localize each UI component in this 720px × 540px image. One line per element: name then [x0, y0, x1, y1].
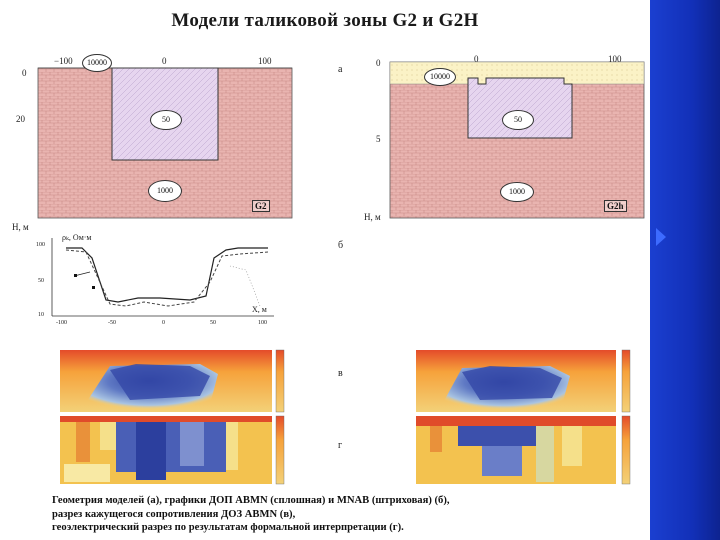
- geoelectric-section-left: [60, 415, 285, 485]
- graph-xtick-5: 100: [258, 320, 267, 326]
- caption-line-1: Геометрия моделей (а), графики ДОП ABMN …: [52, 495, 450, 506]
- graph-xtick-4: 50: [210, 320, 216, 326]
- g2h-resistivity-top: 10000: [424, 68, 456, 86]
- g2h-resistivity-talik: 50: [502, 110, 534, 130]
- panel-letter-b: б: [338, 240, 344, 251]
- g2-depth-tick-2: 20: [16, 114, 25, 124]
- g2h-depth-tick-2: 5: [376, 134, 381, 144]
- g2-resistivity-top: 10000: [82, 54, 112, 72]
- next-arrow-icon: [656, 228, 666, 246]
- graph-xtick-2: -50: [108, 320, 116, 326]
- graph-ytick-3: 10: [38, 312, 44, 318]
- figure-caption: Геометрия моделей (а), графики ДОП ABMN …: [52, 494, 642, 535]
- graph-xtick-3: 0: [162, 320, 165, 326]
- slide-decoration-sidebar: [650, 0, 720, 540]
- g2h-top-tick-1: 0: [474, 54, 479, 64]
- slide: Модели таликовой зоны G2 и G2H −100 0 10…: [12, 10, 645, 535]
- graph-xlabel: X, м: [252, 305, 267, 314]
- graph-ytick-2: 50: [38, 278, 44, 284]
- geoelectric-section-right: [416, 415, 631, 485]
- g2h-axis-label: H, м: [364, 212, 381, 222]
- dop-graph: [51, 238, 274, 317]
- caption-line-2: разрез кажущегося сопротивления ДОЗ ABMN…: [52, 508, 296, 520]
- graph-xtick-1: -100: [56, 320, 67, 326]
- panel-letter-a: а: [338, 64, 343, 75]
- panel-letter-g: г: [338, 440, 343, 451]
- g2h-depth-tick-1: 0: [376, 58, 381, 68]
- g2-top-tick-3: 100: [258, 56, 272, 66]
- g2-resistivity-talik: 50: [150, 110, 182, 130]
- apparent-resistivity-section-right: [416, 349, 631, 413]
- g2h-top-tick-2: 100: [608, 54, 622, 64]
- panel-letter-v: в: [338, 368, 343, 379]
- g2-depth-tick-1: 0: [22, 68, 27, 78]
- g2-model-name: G2: [252, 200, 270, 212]
- g2-top-tick-2: 0: [162, 56, 167, 66]
- g2-top-tick-1: −100: [54, 56, 73, 66]
- g2h-resistivity-base: 1000: [500, 182, 534, 202]
- slide-title: Модели таликовой зоны G2 и G2H: [171, 10, 479, 31]
- graph-ytick-1: 100: [36, 242, 45, 248]
- g2-axis-label: H, м: [12, 222, 29, 232]
- caption-line-3: геоэлектрический разрез по результатам ф…: [52, 522, 404, 533]
- apparent-resistivity-section-left: [60, 349, 285, 413]
- graph-ylabel: ρₖ, Ом·м: [62, 233, 92, 242]
- g2h-model-name: G2h: [604, 200, 627, 212]
- g2-resistivity-base: 1000: [148, 180, 182, 202]
